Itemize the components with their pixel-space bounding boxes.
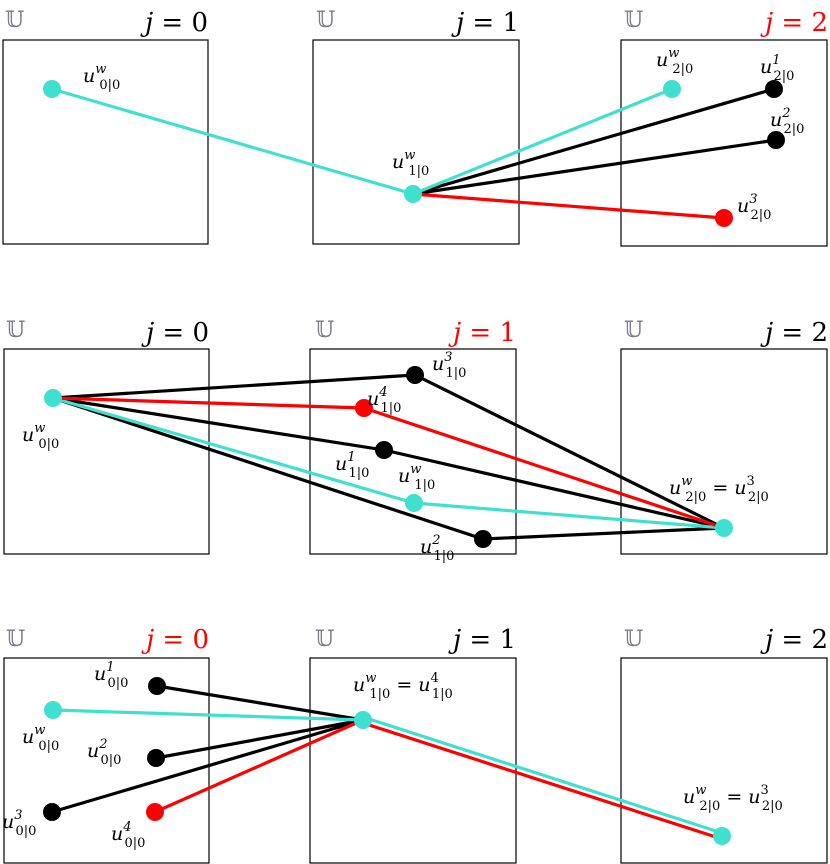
trajectory-segment-q00-q12-sample (51, 396, 485, 541)
trajectory-segment-p00-p10-nominal (50, 87, 415, 196)
point-label-r03: u3 0|0 (2, 808, 36, 839)
stage-label-j0: j = 0 (140, 8, 208, 38)
control-set-box-j2 (620, 39, 828, 247)
control-set-box-j1 (309, 657, 517, 864)
point-label-q20: uw 2|0 = u3 2|0 (669, 474, 769, 505)
stage-label-j2: j = 2 (760, 8, 828, 38)
trajectory-segment-q11-q20-sample (382, 448, 726, 530)
set-symbol-label: 𝕌 (624, 318, 643, 343)
point-label-p22: u2 2|0 (770, 106, 804, 137)
point-label-r10: uw 1|0 = u4 1|0 (353, 671, 453, 702)
control-point-p20w (663, 80, 681, 98)
trajectory-segment-q00-q11-sample (51, 396, 386, 452)
point-label-r04: u4 0|0 (111, 820, 145, 851)
control-point-q14 (355, 399, 373, 417)
stage-label-j2: j = 2 (760, 318, 828, 348)
trajectory-segment-q14-q20-selected (362, 406, 726, 530)
trajectory-segment-p10-p20w-nominal (411, 87, 674, 196)
set-symbol-label: 𝕌 (624, 627, 643, 652)
point-label-r20: uw 2|0 = u3 2|0 (683, 783, 783, 814)
control-point-p23 (715, 209, 733, 227)
trajectory-segment-q00-q1w-nominal (51, 396, 416, 505)
stage-label-j2: j = 2 (760, 625, 828, 655)
control-point-q20 (715, 519, 733, 537)
point-label-q12: u2 1|0 (420, 533, 454, 564)
trajectory-segment-q12-q20-sample (481, 526, 726, 541)
set-symbol-label: 𝕌 (316, 8, 335, 33)
stage-label-j0: j = 0 (141, 625, 209, 655)
control-point-r0w (44, 701, 62, 719)
control-set-box-j2 (620, 348, 828, 555)
point-label-p00: uw 0|0 (83, 62, 120, 93)
stage-label-j1: j = 1 (451, 8, 519, 38)
set-symbol-label: 𝕌 (6, 627, 25, 652)
trajectory-segment-p10-p22-sample (411, 138, 778, 196)
control-point-r04 (146, 803, 164, 821)
trajectory-segment-r10-r20-selected (361, 721, 724, 841)
set-symbol-label: 𝕌 (624, 8, 643, 33)
trajectory-segment-r04-r10-selected (153, 718, 365, 814)
trajectory-segment-q1w-q20-nominal (412, 501, 726, 530)
point-label-r02: u2 0|0 (87, 737, 121, 768)
point-label-p23: u3 2|0 (737, 192, 771, 223)
set-symbol-label: 𝕌 (6, 318, 25, 343)
control-set-box-j1 (312, 39, 520, 245)
stage-label-j0: j = 0 (141, 318, 209, 348)
control-set-box-j0 (3, 348, 210, 555)
trajectory-segment-r03-r10-sample (50, 718, 365, 814)
control-point-q00 (44, 389, 62, 407)
trajectory-segment-r01-r10-sample (155, 684, 365, 722)
control-set-box-j2 (620, 657, 828, 864)
point-label-q13: u3 1|0 (432, 350, 466, 381)
control-point-p21 (765, 80, 783, 98)
trajectory-segment-r10-r20-nominal (361, 715, 724, 835)
trajectory-segment-r0w-r10-nominal (51, 708, 365, 722)
trajectory-segment-q13-q20-sample (413, 373, 726, 530)
control-point-r03 (43, 803, 61, 821)
trajectory-segment-p10-p23-selected (411, 192, 726, 220)
trajectory-segment-q00-q13-sample (51, 373, 417, 400)
control-set-box-j1 (309, 348, 517, 555)
control-point-p00 (43, 80, 61, 98)
point-label-p10: uw 1|0 (392, 148, 429, 179)
trajectory-segment-r02-r10-sample (154, 718, 365, 760)
point-label-q00: uw 0|0 (22, 421, 59, 452)
control-point-p22 (767, 131, 785, 149)
control-point-p10 (404, 185, 422, 203)
point-label-p20w: uw 2|0 (656, 46, 693, 77)
control-point-q13 (406, 366, 424, 384)
set-symbol-label: 𝕌 (315, 318, 334, 343)
trajectory-segment-p10-p21-sample (411, 87, 776, 196)
point-label-q14: u4 1|0 (367, 385, 401, 416)
control-point-r20 (713, 827, 731, 845)
point-label-r01: u1 0|0 (94, 660, 128, 691)
point-label-p21: u1 2|0 (760, 53, 794, 84)
control-set-box-j0 (2, 39, 209, 245)
point-label-q1w: uw 1|0 (398, 462, 435, 493)
set-symbol-label: 𝕌 (315, 627, 334, 652)
set-symbol-label: 𝕌 (5, 8, 24, 33)
control-set-box-j0 (3, 657, 210, 864)
point-label-q11: u1 1|0 (335, 450, 369, 481)
control-point-q1w (405, 494, 423, 512)
trajectory-segment-q00-q14-selected (51, 396, 366, 410)
point-label-r0w: uw 0|0 (22, 723, 59, 754)
control-point-r10 (354, 711, 372, 729)
control-point-r02 (147, 749, 165, 767)
control-point-q12 (474, 530, 492, 548)
control-point-r01 (148, 677, 166, 695)
stage-label-j1: j = 1 (448, 625, 516, 655)
stage-label-j1: j = 1 (448, 318, 516, 348)
control-point-q11 (375, 441, 393, 459)
